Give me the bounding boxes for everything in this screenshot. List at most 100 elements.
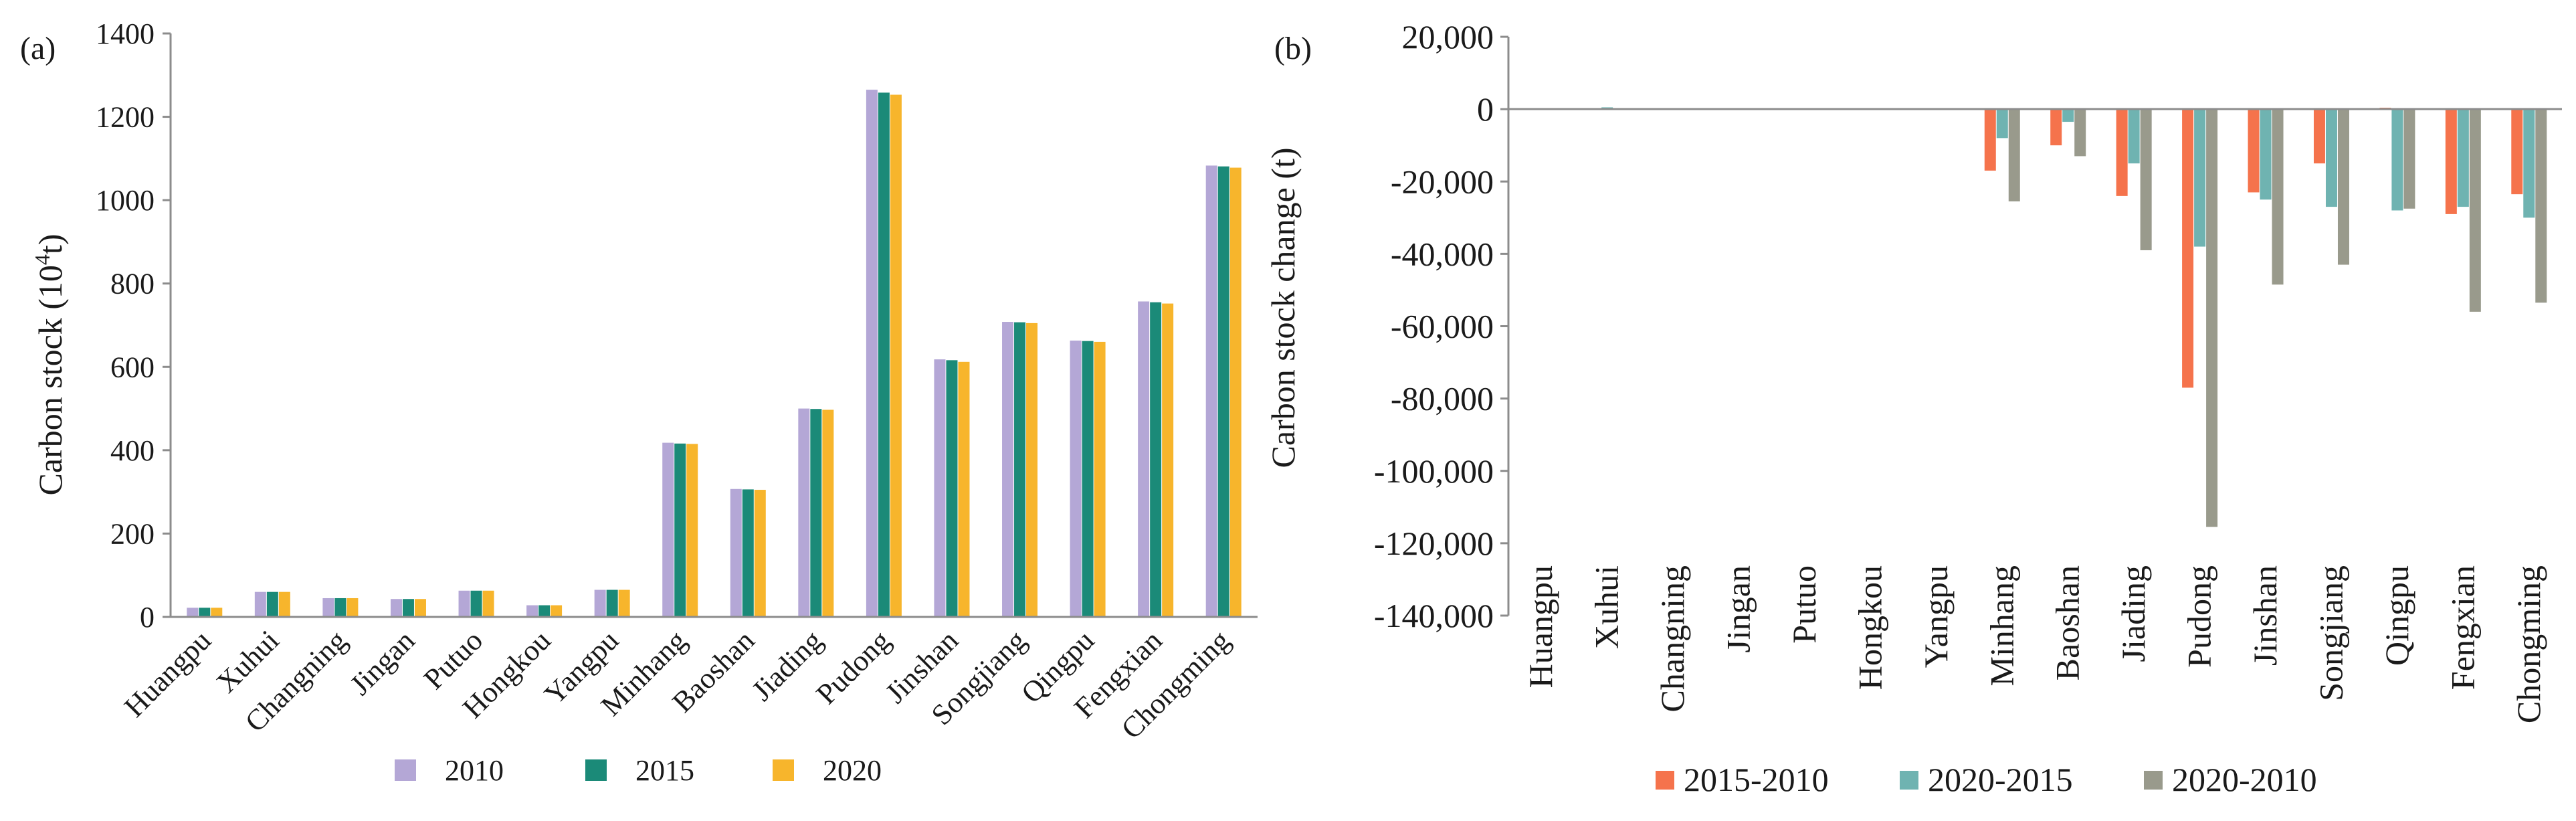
panel-b-bar-2020-2015-Chongming: [2523, 109, 2535, 218]
panel-a-bar-2010-Baoshan: [730, 488, 742, 617]
panel-a-bar-2010-Changning: [322, 598, 334, 617]
panel-a-bar-2015-Changning: [334, 598, 346, 617]
panel-b-legend-swatch-2020-2015: [1900, 771, 1918, 790]
panel-a-bar-2020-Qingpu: [1094, 341, 1106, 617]
panel-a-bar-2010-Jiading: [798, 408, 810, 617]
panel-b-bar-2020-2015-Jiading: [2128, 109, 2140, 164]
panel-b-bar-2015-2010-Pudong: [2182, 109, 2194, 388]
panel-b-bar-2020-2010-Minhang: [2008, 109, 2020, 201]
panel-b-bar-2020-2015-Minhang: [1996, 109, 2008, 139]
panel-b-xtick-label: Huangpu: [1522, 565, 1559, 688]
panel-b-legend-label: 2015-2010: [1684, 761, 1829, 798]
panel-a-bar-2010-Minhang: [662, 442, 674, 617]
panel-b-legend-swatch-2015-2010: [1656, 771, 1674, 790]
panel-a-bar-2020-Hongkou: [551, 605, 563, 617]
panel-b-bar-2015-2010-Minhang: [1984, 109, 1996, 171]
panel-a-bar-2010-Chongming: [1205, 165, 1217, 618]
panel-a-bar-2010-Jingan: [390, 599, 402, 617]
panel-b-xtick-label: Baoshan: [2049, 565, 2086, 680]
panel-a-legend-label: 2015: [635, 754, 694, 787]
panel-a-bar-2010-Songjiang: [1002, 322, 1014, 617]
panel-b-bar-2015-2010-Jiading: [2116, 109, 2128, 196]
panel-a-bar-2010-Pudong: [866, 90, 878, 618]
panel-a-xtick-label: Pudong: [810, 624, 897, 711]
panel-a-bar-2020-Chongming: [1229, 167, 1242, 617]
panel-b-bar-2015-2010-Fengxian: [2445, 109, 2457, 214]
panel-b-ytick-label: -100,000: [1374, 452, 1494, 490]
panel-b-ylabel: Carbon stock change (t): [1264, 147, 1302, 468]
panel-b-bar-2020-2010-Pudong: [2206, 109, 2218, 527]
panel-b-bar-2020-2015-Jinshan: [2260, 109, 2272, 200]
panel-b-xtick-label: Jinshan: [2246, 565, 2284, 666]
panel-b-xtick-label: Hongkou: [1851, 565, 1888, 690]
panel-a-xtick-label: Jingan: [344, 624, 421, 701]
panel-b-xtick-label: Jiading: [2114, 565, 2152, 662]
panel-a-ytick-label: 400: [110, 434, 155, 467]
panel-a-bar-2015-Pudong: [878, 92, 890, 618]
panel-a-bar-2020-Jinshan: [958, 361, 970, 617]
panel-b-xtick-label: Qingpu: [2378, 565, 2415, 666]
panel-a-bar-2010-Yangpu: [594, 589, 606, 617]
panel-b-xtick-label: Minhang: [1983, 565, 2020, 687]
panel-a-legend-swatch-2020: [773, 759, 794, 781]
panel-a-ytick-label: 1000: [96, 184, 155, 217]
panel-b-bar-2020-2010-Chongming: [2535, 109, 2547, 303]
panel-b-ytick-label: -60,000: [1391, 308, 1494, 345]
panel-b-bar-2020-2015-Songjiang: [2325, 109, 2337, 207]
panel-b-legend: 2015-2010 2020-2015 2020-2010: [1656, 761, 2317, 798]
panel-b-xtick-label: Changning: [1654, 565, 1691, 712]
panel-a-ylabel: Carbon stock (104t): [30, 234, 69, 496]
panel-b-legend-label: 2020-2010: [2172, 761, 2317, 798]
panel-b-ytick-label: -140,000: [1374, 597, 1494, 634]
panel-b-legend-swatch-2020-2010: [2144, 771, 2163, 790]
panel-a-bar-2010-Huangpu: [187, 608, 199, 617]
panel-b-xtick-label: Pudong: [2181, 565, 2218, 668]
panel-b-xticks: Huangpu Xuhui Changning Jingan Putuo Hongkou Y…: [1522, 565, 2547, 723]
panel-b-bar-2020-2015-Fengxian: [2457, 109, 2469, 207]
panel-a-bar-2010-Qingpu: [1070, 341, 1082, 617]
panel-a-xtick-label: Huangpu: [118, 624, 217, 723]
panel-a-bar-2015-Qingpu: [1082, 341, 1094, 617]
panel-b-legend-label: 2020-2015: [1928, 761, 2073, 798]
panel-a-legend-label: 2010: [445, 754, 504, 787]
panel-a-bar-2020-Baoshan: [754, 490, 766, 617]
panel-b-xtick-label: Xuhui: [1588, 565, 1625, 649]
panel-a-bar-2015-Xuhui: [266, 591, 278, 617]
panel-b-bar-2020-2010-Jinshan: [2272, 109, 2284, 285]
panel-a-bar-2020-Yangpu: [618, 589, 630, 617]
panel-b-ytick-label: 20,000: [1402, 18, 1494, 56]
panel-b-bar-2015-2010-Baoshan: [2050, 109, 2062, 146]
panel-a-bar-2015-Jinshan: [946, 360, 958, 617]
panel-a-ytick-label: 0: [140, 601, 155, 634]
panel-b-bars: [1601, 107, 2547, 527]
panel-a-yticks: 0 200 400 600 800 1000 1200 1400: [96, 17, 171, 634]
panel-b-bar-2020-2010-Songjiang: [2337, 109, 2349, 265]
panel-a-legend-label: 2020: [823, 754, 882, 787]
panel-b-xtick-label: Yangpu: [1917, 565, 1955, 668]
panel-a-bar-2015-Huangpu: [199, 608, 211, 617]
panel-b: (b) Carbon stock change (t) 20,000 0 -20,0…: [1264, 18, 2562, 798]
panel-b-bar-2020-2010-Fengxian: [2469, 109, 2481, 312]
panel-a-bar-2010-Hongkou: [526, 605, 538, 617]
panel-a-bar-2015-Jiading: [810, 409, 822, 617]
panel-a-bars: [187, 90, 1242, 618]
panel-b-yticks: 20,000 0 -20,000 -40,000 -60,000 -80,000 -100,…: [1374, 18, 1508, 634]
panel-a-bar-2015-Fengxian: [1150, 302, 1162, 617]
panel-a-bar-2020-Pudong: [890, 94, 902, 617]
panel-b-bar-2015-2010-Chongming: [2511, 109, 2523, 195]
panel-a-bar-2020-Songjiang: [1026, 323, 1038, 617]
panel-b-ytick-label: -40,000: [1391, 235, 1494, 272]
panel-a-bar-2015-Baoshan: [742, 489, 754, 617]
panel-b-xtick-label: Songjiang: [2312, 565, 2349, 701]
panel-b-xtick-label: Fengxian: [2444, 565, 2481, 690]
panel-a-bar-2015-Jingan: [402, 599, 414, 617]
panel-a-bar-2015-Chongming: [1217, 166, 1229, 618]
panel-a-bar-2015-Hongkou: [538, 605, 551, 617]
panel-a-bar-2020-Putuo: [482, 590, 494, 617]
panel-b-bar-2015-2010-Songjiang: [2313, 109, 2325, 164]
panel-a-bar-2015-Yangpu: [606, 589, 618, 617]
panel-b-bar-2020-2015-Pudong: [2194, 109, 2206, 247]
panel-a-bar-2015-Putuo: [470, 590, 482, 617]
panel-a-bar-2020-Huangpu: [211, 608, 223, 617]
panel-a-label: (a): [20, 31, 56, 66]
